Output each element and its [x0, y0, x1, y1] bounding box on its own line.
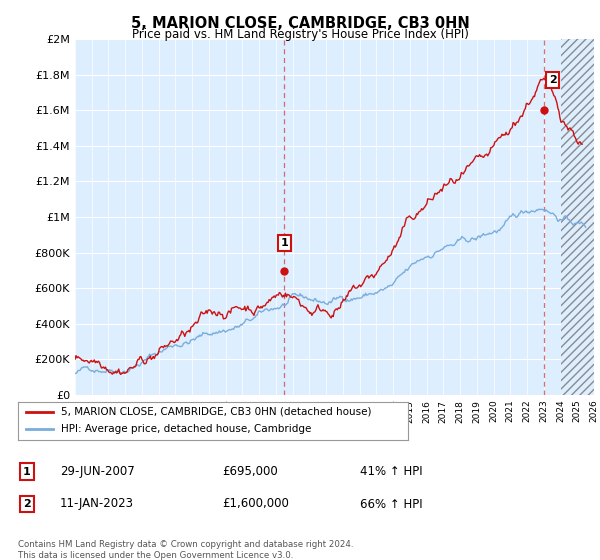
Text: 5, MARION CLOSE, CAMBRIDGE, CB3 0HN: 5, MARION CLOSE, CAMBRIDGE, CB3 0HN [131, 16, 469, 31]
Bar [560, 39, 594, 395]
Text: 1: 1 [280, 238, 288, 248]
Text: 1: 1 [23, 466, 31, 477]
Text: 11-JAN-2023: 11-JAN-2023 [60, 497, 134, 511]
Text: 66% ↑ HPI: 66% ↑ HPI [360, 497, 422, 511]
Text: 5, MARION CLOSE, CAMBRIDGE, CB3 0HN (detached house): 5, MARION CLOSE, CAMBRIDGE, CB3 0HN (det… [61, 407, 371, 417]
Text: 29-JUN-2007: 29-JUN-2007 [60, 465, 135, 478]
Text: 2: 2 [23, 499, 31, 509]
Text: 41% ↑ HPI: 41% ↑ HPI [360, 465, 422, 478]
Text: Price paid vs. HM Land Registry's House Price Index (HPI): Price paid vs. HM Land Registry's House … [131, 28, 469, 41]
Text: HPI: Average price, detached house, Cambridge: HPI: Average price, detached house, Camb… [61, 424, 311, 435]
Text: Contains HM Land Registry data © Crown copyright and database right 2024.
This d: Contains HM Land Registry data © Crown c… [18, 540, 353, 560]
Text: £695,000: £695,000 [222, 465, 278, 478]
Text: £1,600,000: £1,600,000 [222, 497, 289, 511]
Text: 2: 2 [549, 75, 557, 85]
